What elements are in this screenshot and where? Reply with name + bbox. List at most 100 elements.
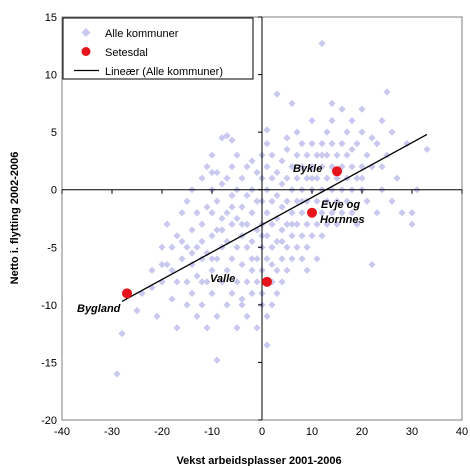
data-point-alle-kommuner — [183, 278, 191, 286]
legend-diamond-marker — [81, 28, 91, 37]
data-point-alle-kommuner — [263, 163, 271, 171]
data-point-alle-kommuner — [278, 157, 286, 165]
legend-circle-marker — [81, 47, 91, 56]
data-point-alle-kommuner — [243, 163, 251, 171]
data-point-alle-kommuner — [268, 151, 276, 159]
data-point-alle-kommuner — [193, 312, 201, 320]
x-tick-label: -40 — [54, 426, 70, 438]
data-point-alle-kommuner — [228, 289, 236, 297]
data-point-alle-kommuner — [198, 278, 206, 286]
data-point-alle-kommuner — [353, 174, 361, 182]
data-point-alle-kommuner — [208, 151, 216, 159]
data-point-alle-kommuner — [218, 278, 226, 286]
data-point-alle-kommuner — [333, 220, 341, 228]
y-tick-label: -20 — [41, 415, 57, 427]
data-point-alle-kommuner — [338, 105, 346, 113]
data-point-setesdal — [122, 288, 132, 299]
data-point-alle-kommuner — [218, 134, 226, 142]
data-point-alle-kommuner — [358, 128, 366, 136]
x-tick-label: -20 — [154, 426, 170, 438]
data-point-alle-kommuner — [328, 99, 336, 107]
data-point-alle-kommuner — [388, 197, 396, 205]
x-tick-label: -10 — [204, 426, 220, 438]
annotation-bykle: Bykle — [293, 163, 322, 175]
data-point-alle-kommuner — [223, 131, 231, 140]
y-tick-label: 0 — [51, 185, 57, 197]
data-point-alle-kommuner — [408, 220, 416, 228]
data-point-alle-kommuner — [358, 174, 366, 182]
data-point-alle-kommuner — [248, 157, 256, 165]
data-point-alle-kommuner — [298, 197, 306, 205]
data-point-alle-kommuner — [378, 163, 386, 171]
data-point-alle-kommuner — [218, 180, 226, 188]
data-point-alle-kommuner — [288, 220, 296, 228]
data-point-alle-kommuner — [228, 136, 236, 144]
data-point-alle-kommuner — [233, 278, 241, 286]
data-point-alle-kommuner — [288, 209, 296, 217]
data-point-alle-kommuner — [303, 243, 311, 251]
data-point-alle-kommuner — [343, 197, 351, 205]
y-tick-label: 10 — [45, 70, 57, 82]
data-point-alle-kommuner — [228, 203, 236, 211]
data-point-alle-kommuner — [223, 266, 231, 274]
data-point-alle-kommuner — [313, 255, 321, 263]
data-point-alle-kommuner — [238, 203, 246, 211]
data-point-alle-kommuner — [263, 341, 271, 349]
data-point-alle-kommuner — [168, 243, 176, 251]
data-point-alle-kommuner — [213, 356, 221, 364]
data-point-alle-kommuner — [213, 168, 221, 177]
data-point-alle-kommuner — [283, 134, 291, 142]
data-point-alle-kommuner — [288, 163, 296, 171]
y-tick-label: -10 — [41, 300, 57, 312]
data-point-alle-kommuner — [223, 174, 231, 182]
annotation-bygland: Bygland — [77, 303, 121, 315]
data-point-alle-kommuner — [198, 174, 206, 182]
data-point-alle-kommuner — [283, 174, 291, 182]
data-point-alle-kommuner — [318, 39, 326, 48]
data-point-alle-kommuner — [213, 197, 221, 205]
data-point-alle-kommuner — [203, 249, 211, 257]
data-point-alle-kommuner — [148, 283, 156, 292]
data-point-alle-kommuner — [188, 289, 196, 297]
data-point-alle-kommuner — [353, 220, 361, 228]
data-point-alle-kommuner — [243, 220, 251, 228]
data-point-alle-kommuner — [268, 197, 276, 205]
data-point-alle-kommuner — [308, 232, 316, 240]
annotation-evje-og: Evje og — [321, 199, 360, 211]
data-point-alle-kommuner — [238, 174, 246, 182]
data-point-alle-kommuner — [318, 209, 326, 217]
data-point-alle-kommuner — [233, 151, 241, 159]
y-axis-title: Netto i. flytting 2002-2006 — [9, 152, 21, 285]
data-point-alle-kommuner — [163, 260, 171, 269]
data-point-alle-kommuner — [268, 243, 276, 251]
data-point-alle-kommuner — [263, 232, 271, 240]
legend-box — [62, 17, 254, 80]
data-point-alle-kommuner — [198, 220, 206, 228]
data-point-alle-kommuner — [238, 220, 246, 228]
data-point-alle-kommuner — [208, 289, 216, 297]
data-point-alle-kommuner — [273, 191, 281, 200]
data-point-alle-kommuner — [178, 209, 186, 217]
data-point-alle-kommuner — [163, 220, 171, 228]
data-point-alle-kommuner — [363, 197, 371, 205]
data-point-alle-kommuner — [363, 151, 371, 159]
data-point-alle-kommuner — [248, 266, 256, 274]
data-point-alle-kommuner — [183, 197, 191, 205]
x-axis-title: Vekst arbeidsplasser 2001-2006 — [176, 455, 341, 466]
data-point-alle-kommuner — [208, 209, 216, 217]
data-point-alle-kommuner — [228, 191, 236, 200]
data-point-alle-kommuner — [333, 174, 341, 182]
data-point-alle-kommuner — [178, 255, 186, 263]
data-point-alle-kommuner — [303, 151, 311, 159]
legend-label-alle-kommuner: Alle kommuner — [105, 28, 179, 40]
data-point-alle-kommuner — [193, 209, 201, 217]
data-point-alle-kommuner — [348, 209, 356, 217]
data-point-alle-kommuner — [183, 243, 191, 251]
data-point-alle-kommuner — [403, 140, 411, 148]
data-point-alle-kommuner — [348, 145, 356, 154]
data-point-alle-kommuner — [173, 324, 181, 332]
data-point-alle-kommuner — [173, 278, 181, 286]
data-point-alle-kommuner — [138, 289, 146, 297]
data-point-alle-kommuner — [308, 163, 316, 171]
data-point-alle-kommuner — [288, 255, 296, 263]
